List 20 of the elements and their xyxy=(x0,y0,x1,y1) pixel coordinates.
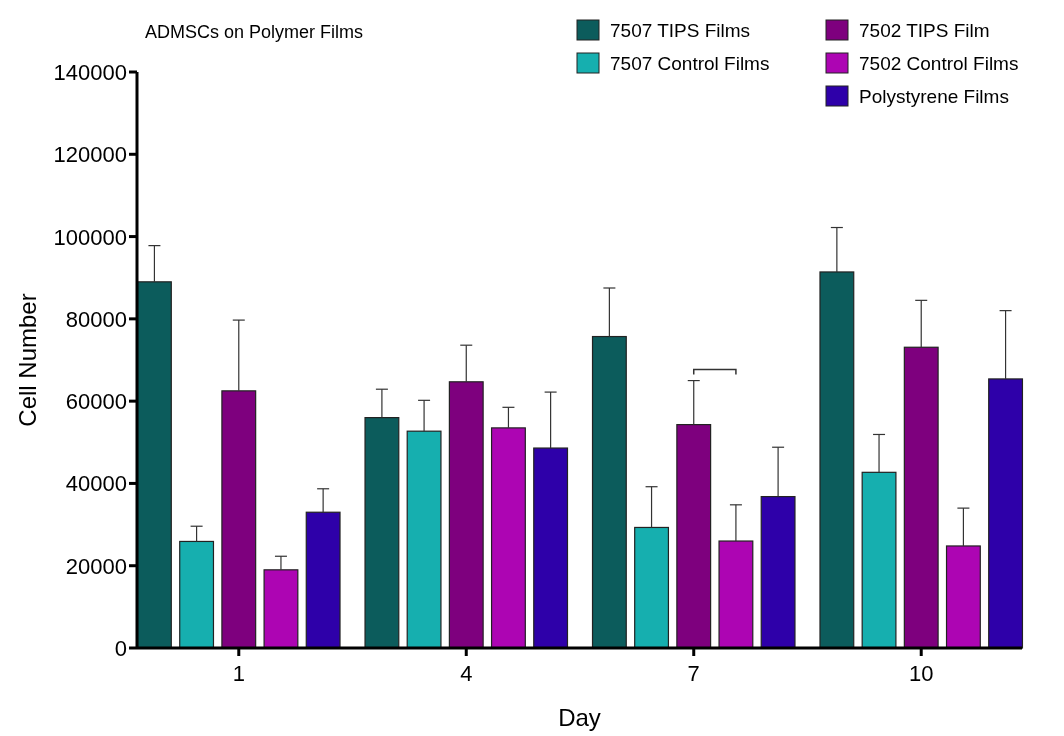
y-axis-title: Cell Number xyxy=(14,293,41,427)
x-tick-label: 4 xyxy=(460,661,473,686)
y-tick-label: 120000 xyxy=(53,142,127,168)
legend-label: 7507 Control Films xyxy=(610,53,770,74)
y-tick-label: 40000 xyxy=(65,471,127,497)
y-tick-label: 20000 xyxy=(65,553,127,579)
y-tick-label: 60000 xyxy=(65,389,127,415)
x-tick-label: 10 xyxy=(908,661,934,686)
legend-label: 7502 TIPS Film xyxy=(859,20,990,41)
legend-label: 7502 Control Films xyxy=(859,53,1019,74)
x-axis-title: Day xyxy=(558,704,601,731)
legend-label: Polystyrene Films xyxy=(859,86,1009,107)
legend-label: 7507 TIPS Films xyxy=(610,20,751,41)
y-tick-label: 80000 xyxy=(65,306,127,332)
x-tick-label: 1 xyxy=(232,661,245,686)
chart-title: ADMSCs on Polymer Films xyxy=(145,22,364,42)
y-tick-label: 100000 xyxy=(53,224,127,250)
y-tick-label: 0 xyxy=(114,636,127,661)
x-tick-label: 7 xyxy=(687,661,700,686)
y-tick-label: 140000 xyxy=(53,60,127,85)
